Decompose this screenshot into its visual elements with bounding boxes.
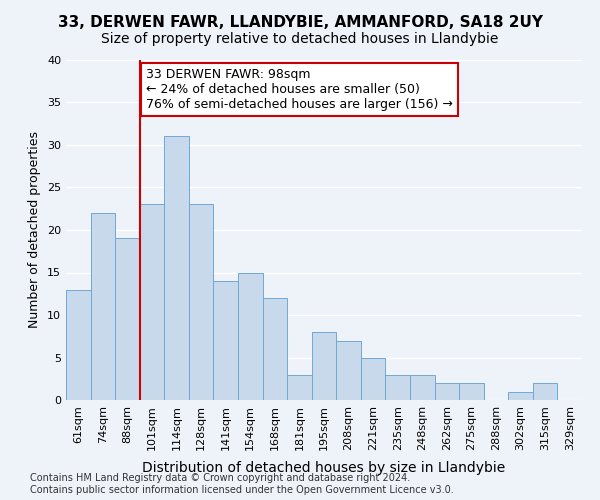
- Text: 33, DERWEN FAWR, LLANDYBIE, AMMANFORD, SA18 2UY: 33, DERWEN FAWR, LLANDYBIE, AMMANFORD, S…: [58, 15, 542, 30]
- Bar: [385, 374, 410, 400]
- Bar: [287, 374, 312, 400]
- Bar: [189, 204, 214, 400]
- Bar: [434, 383, 459, 400]
- Y-axis label: Number of detached properties: Number of detached properties: [28, 132, 41, 328]
- Bar: [164, 136, 189, 400]
- Bar: [140, 204, 164, 400]
- Bar: [214, 281, 238, 400]
- Bar: [336, 340, 361, 400]
- X-axis label: Distribution of detached houses by size in Llandybie: Distribution of detached houses by size …: [142, 461, 506, 475]
- Bar: [508, 392, 533, 400]
- Bar: [238, 272, 263, 400]
- Bar: [459, 383, 484, 400]
- Bar: [91, 213, 115, 400]
- Bar: [66, 290, 91, 400]
- Bar: [361, 358, 385, 400]
- Bar: [115, 238, 140, 400]
- Text: 33 DERWEN FAWR: 98sqm
← 24% of detached houses are smaller (50)
76% of semi-deta: 33 DERWEN FAWR: 98sqm ← 24% of detached …: [146, 68, 453, 112]
- Bar: [410, 374, 434, 400]
- Text: Contains HM Land Registry data © Crown copyright and database right 2024.
Contai: Contains HM Land Registry data © Crown c…: [30, 474, 454, 495]
- Bar: [312, 332, 336, 400]
- Bar: [263, 298, 287, 400]
- Bar: [533, 383, 557, 400]
- Text: Size of property relative to detached houses in Llandybie: Size of property relative to detached ho…: [101, 32, 499, 46]
